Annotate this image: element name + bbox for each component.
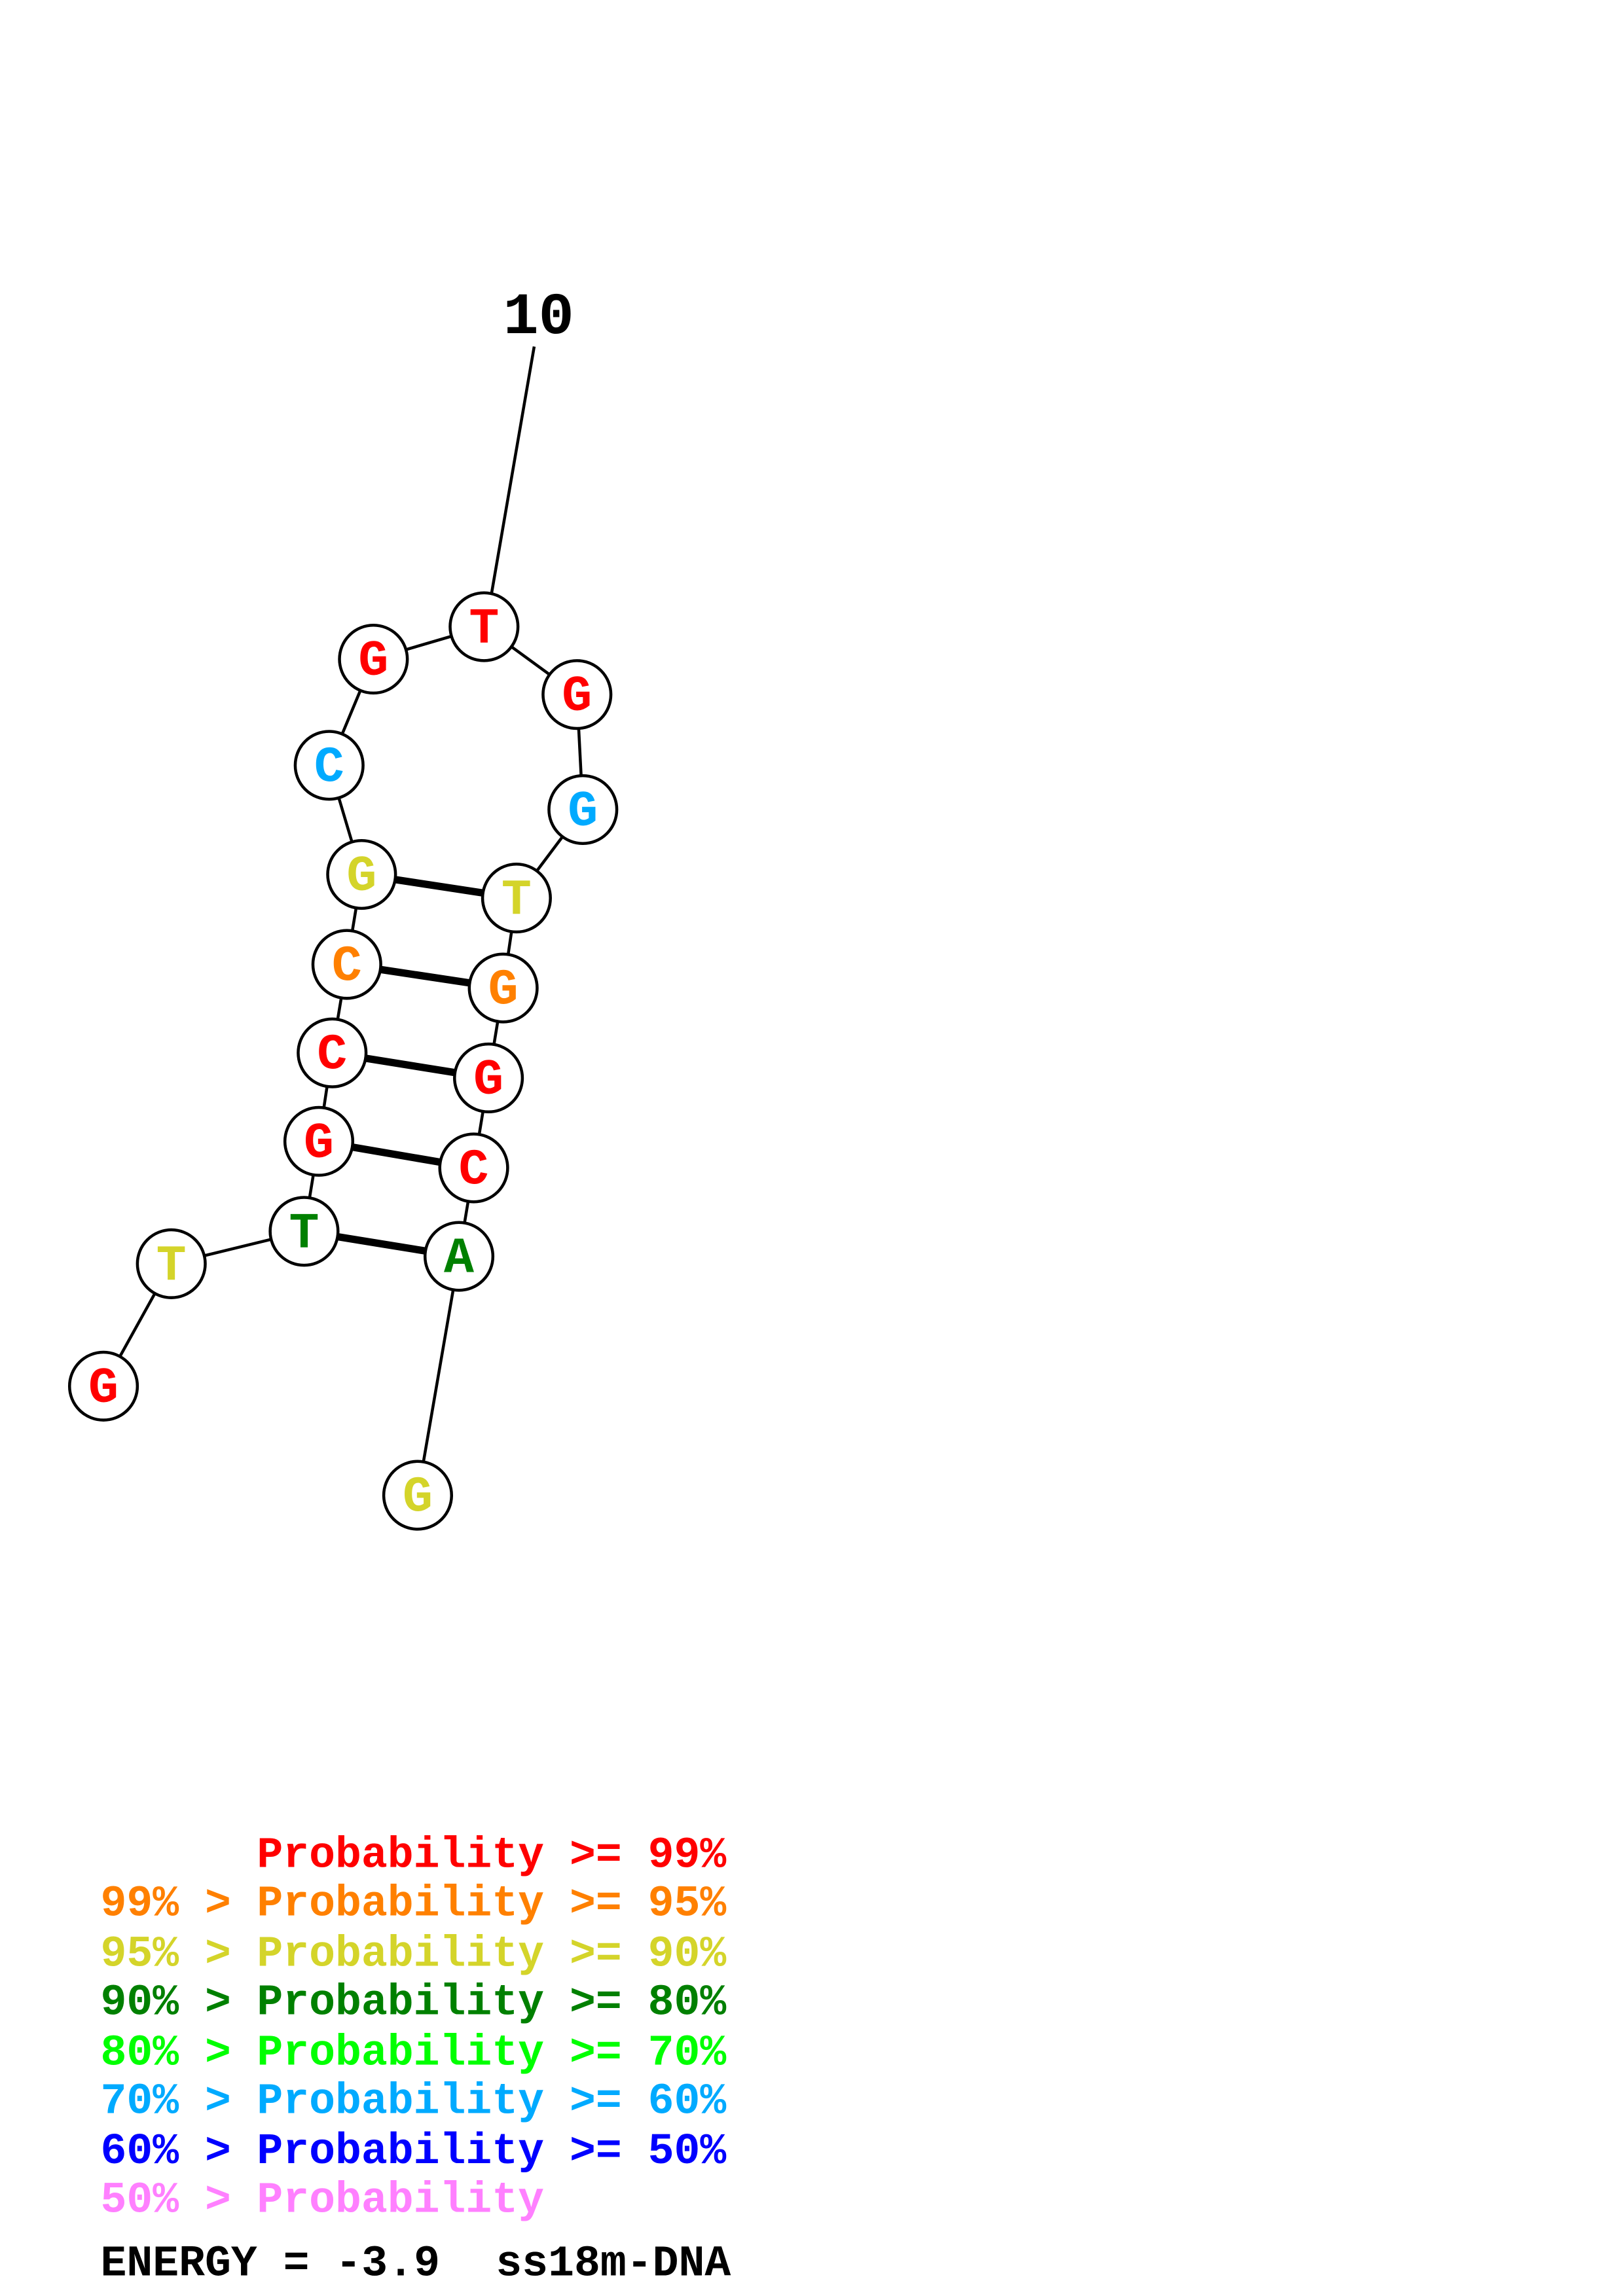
nucleotide-3: T	[268, 1196, 340, 1267]
nucleotide-circle	[467, 952, 539, 1024]
nucleotide-circle	[382, 1460, 454, 1531]
energy-value: ENERGY = -3.9	[101, 2239, 440, 2288]
legend-prefix: 70% >	[101, 2077, 231, 2126]
legend-row: 60% > Probability >= 50%	[101, 2127, 727, 2176]
nucleotide-circle	[293, 730, 365, 801]
nucleotide-circle	[438, 1132, 509, 1204]
nucleotide-circle	[268, 1196, 340, 1267]
nucleotide-circle	[448, 591, 520, 662]
nucleotide-14: G	[467, 952, 539, 1024]
nucleotide-10: T	[448, 591, 520, 662]
nucleotide-base: T	[289, 1206, 319, 1263]
nucleotide-7: G	[326, 838, 397, 910]
nucleotide-base: G	[403, 1470, 433, 1527]
nucleotide-circle	[338, 624, 409, 695]
legend-prefix: 95% >	[101, 1929, 231, 1979]
legend-label: Probability	[257, 2176, 544, 2225]
nucleotide-circle	[326, 838, 397, 910]
legend-label: Probability	[257, 1831, 544, 1880]
nucleotide-circle	[481, 863, 552, 934]
nucleotide-circle	[297, 1017, 368, 1088]
legend-suffix: >= 95%	[570, 1880, 726, 1929]
legend-suffix: >= 99%	[570, 1831, 726, 1880]
structure-name: ss18m-DNA	[496, 2239, 731, 2288]
legend-row: 80% > Probability >= 70%	[101, 2028, 727, 2077]
legend-suffix: >= 80%	[570, 1979, 726, 2028]
nucleotide-base: G	[346, 849, 376, 906]
nucleotide-9: G	[338, 624, 409, 695]
legend-row: 99% > Probability >= 95%	[101, 1880, 727, 1929]
legend-row: 95% > Probability >= 90%	[101, 1929, 727, 1979]
nucleotide-circle	[547, 774, 619, 845]
nucleotide-2: T	[136, 1228, 207, 1299]
nucleotide-circle	[67, 1350, 139, 1422]
legend-suffix: >= 60%	[570, 2077, 726, 2126]
legend-prefix: 99% >	[101, 1880, 231, 1929]
legend-prefix: 90% >	[101, 1979, 231, 2028]
legend-row: Probability >= 99%	[257, 1831, 726, 1880]
nucleotide-11: G	[541, 659, 613, 730]
nucleotide-base: T	[469, 601, 499, 658]
nucleotide-base: T	[501, 872, 532, 929]
nucleotide-4: G	[283, 1105, 355, 1177]
nucleotide-circle	[283, 1105, 355, 1177]
legend-row: 50% > Probability	[101, 2176, 544, 2225]
nucleotide-12: G	[547, 774, 619, 845]
nucleotide-base: G	[304, 1116, 334, 1173]
nucleotide-6: C	[311, 929, 382, 1000]
nucleotide-1: G	[67, 1350, 139, 1422]
nucleotide-18: G	[382, 1460, 454, 1531]
nucleotide-circle	[541, 659, 613, 730]
legend-row: 90% > Probability >= 80%	[101, 1979, 727, 2028]
nucleotide-base: G	[568, 784, 598, 841]
legend-prefix: 60% >	[101, 2127, 231, 2176]
nucleotide-base: G	[562, 669, 592, 726]
backbone-link	[416, 1256, 461, 1496]
probability-legend: Probability >= 99% 99% > Probability >= 95%…	[101, 1831, 727, 2225]
nucleotide-5: C	[297, 1017, 368, 1088]
nucleotide-circle	[136, 1228, 207, 1299]
legend-row: 70% > Probability >= 60%	[101, 2077, 727, 2126]
legend-suffix: >= 90%	[570, 1929, 726, 1979]
nucleotide-base: G	[358, 634, 388, 691]
legend-label: Probability	[257, 1979, 544, 2028]
nucleotide-base: G	[488, 963, 519, 1020]
nucleotide-base: T	[156, 1238, 187, 1295]
legend-label: Probability	[257, 1929, 544, 1979]
position-label-tick	[490, 346, 536, 595]
nucleotide-13: T	[481, 863, 552, 934]
nucleotide-15: G	[453, 1042, 524, 1114]
legend-prefix: 80% >	[101, 2028, 231, 2077]
legend-label: Probability	[257, 2127, 544, 2176]
nucleotide-base: A	[444, 1231, 474, 1288]
legend-suffix: >= 50%	[570, 2127, 726, 2176]
nucleotide-base: G	[473, 1052, 503, 1109]
nucleotide-16: C	[438, 1132, 509, 1204]
nucleotide-base: C	[314, 740, 344, 797]
legend-suffix: >= 70%	[570, 2028, 726, 2077]
energy-footer: ENERGY = -3.9 ss18m-DNA	[101, 2239, 731, 2288]
nucleotide-base: C	[317, 1028, 347, 1085]
legend-label: Probability	[257, 2028, 544, 2077]
legend-label: Probability	[257, 1880, 544, 1929]
nucleotide-circle	[423, 1221, 495, 1292]
nucleotide-circle	[311, 929, 382, 1000]
nucleotide-base: C	[459, 1142, 489, 1199]
nucleotide-base: G	[88, 1361, 119, 1418]
position-label: 10	[503, 285, 574, 351]
legend-prefix: 50% >	[101, 2176, 231, 2225]
nucleotide-17: A	[423, 1221, 495, 1292]
nucleotide-base: C	[332, 939, 362, 996]
legend-label: Probability	[257, 2077, 544, 2126]
nucleotide-8: C	[293, 730, 365, 801]
nucleotide-circle	[453, 1042, 524, 1114]
